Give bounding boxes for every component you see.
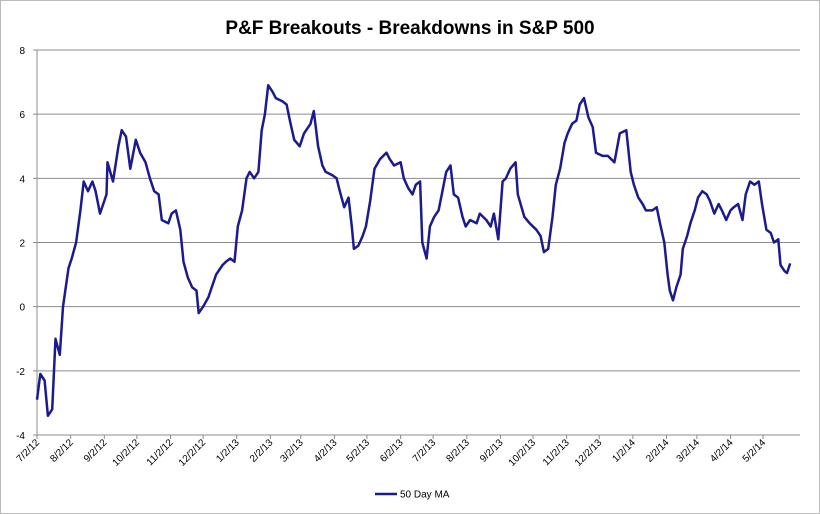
y-tick-label: -4 [16, 431, 25, 442]
y-tick-label: 0 [19, 303, 25, 314]
y-tick-label: 4 [19, 174, 25, 185]
y-tick-label: 6 [19, 110, 25, 121]
chart-title: P&F Breakouts - Breakdowns in S&P 500 [225, 18, 594, 39]
data-line [35, 84, 792, 418]
y-tick-label: -2 [16, 367, 25, 378]
y-tick-label: 8 [19, 46, 25, 57]
legend-label: 50 Day MA [400, 490, 450, 501]
y-tick-label: 2 [19, 239, 25, 250]
